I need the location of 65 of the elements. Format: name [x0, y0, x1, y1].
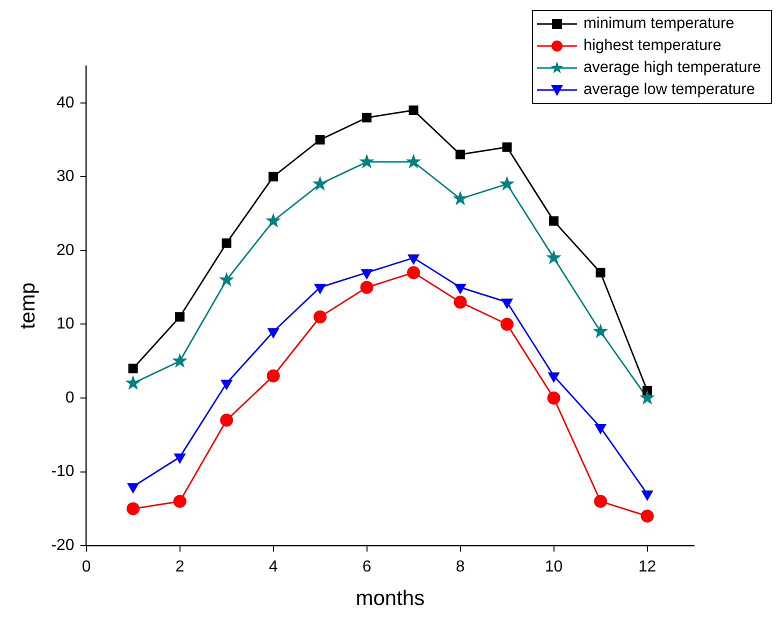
y-tick-label: -20	[51, 537, 74, 554]
point	[222, 238, 232, 248]
y-axis-title: temp	[16, 282, 40, 330]
x-tick-label: 2	[175, 558, 184, 576]
point	[548, 372, 560, 382]
legend-label: average low temperature	[583, 80, 755, 100]
point	[218, 272, 234, 286]
point	[128, 364, 138, 374]
point	[456, 150, 466, 160]
point	[454, 284, 466, 294]
x-tick-label: 12	[638, 558, 656, 576]
point	[268, 328, 279, 338]
point	[642, 490, 653, 500]
point	[220, 414, 234, 427]
point	[547, 392, 560, 405]
point	[125, 375, 141, 390]
point	[314, 310, 327, 324]
point	[362, 112, 372, 122]
x-tick-label: 10	[544, 558, 563, 576]
point	[174, 454, 186, 464]
point	[408, 254, 420, 264]
point	[454, 296, 467, 309]
point	[126, 502, 140, 516]
point	[266, 369, 280, 382]
point	[312, 176, 328, 191]
point	[640, 390, 655, 405]
point	[594, 424, 606, 434]
x-tick-label: 8	[456, 558, 465, 576]
legend-label: minimum temperature	[583, 14, 734, 34]
y-tick-label: 20	[56, 242, 74, 259]
point	[502, 142, 512, 152]
y-tick-label: 10	[56, 316, 74, 333]
point	[406, 154, 422, 168]
point	[499, 176, 515, 191]
y-tick-label: 30	[56, 168, 74, 186]
point	[220, 380, 232, 390]
point	[592, 324, 608, 338]
point	[173, 494, 186, 508]
point	[266, 212, 281, 228]
point	[594, 494, 608, 508]
point	[500, 318, 514, 331]
point	[268, 172, 278, 182]
point	[407, 266, 420, 280]
x-tick-label: 0	[82, 558, 91, 576]
point	[360, 280, 374, 294]
point	[546, 250, 562, 264]
y-tick-label: -10	[51, 463, 74, 480]
point	[315, 135, 325, 145]
legend-label: highest temperature	[583, 36, 722, 56]
point	[452, 190, 468, 206]
point	[549, 216, 559, 226]
point	[175, 312, 185, 322]
legend-label: average high temperature	[583, 58, 761, 78]
point	[408, 106, 418, 116]
point	[596, 268, 606, 278]
y-tick-label: 0	[65, 389, 74, 406]
y-tick-label: 40	[56, 94, 74, 112]
point	[172, 353, 188, 368]
point	[127, 483, 139, 494]
x-axis-title: months	[356, 587, 425, 610]
point	[640, 510, 654, 523]
x-tick-label: 4	[268, 558, 278, 576]
x-tick-label: 6	[362, 558, 372, 576]
point	[314, 284, 326, 294]
point	[359, 154, 374, 168]
